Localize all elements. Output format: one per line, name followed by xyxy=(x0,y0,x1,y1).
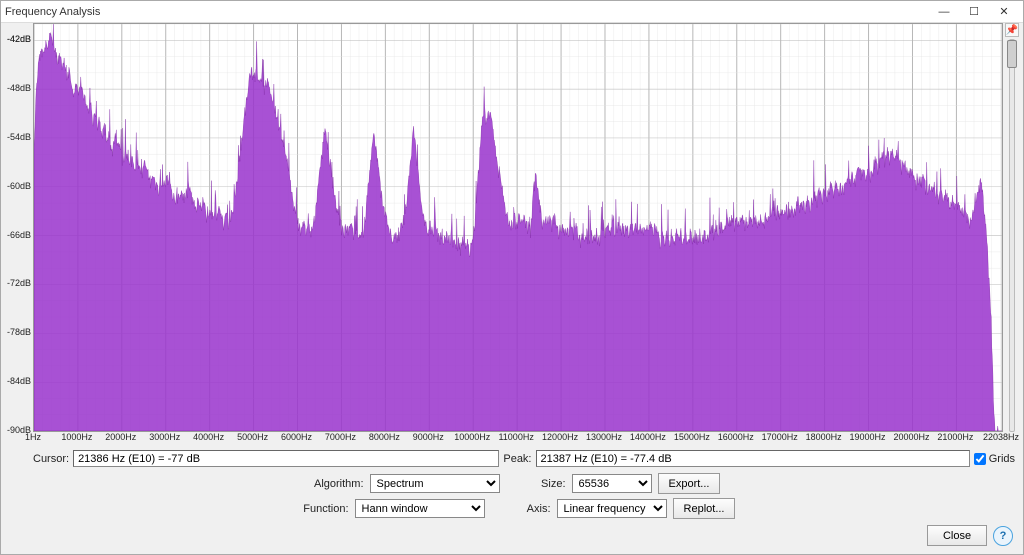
x-tick-label: 9000Hz xyxy=(413,432,444,442)
axis-label: Axis: xyxy=(491,503,551,515)
x-tick-label: 15000Hz xyxy=(674,432,710,442)
x-tick-label: 10000Hz xyxy=(454,432,490,442)
titlebar[interactable]: Frequency Analysis ― ☐ ✕ xyxy=(1,1,1023,23)
close-icon[interactable]: ✕ xyxy=(989,2,1019,22)
x-tick-label: 20000Hz xyxy=(893,432,929,442)
plot-row: -42dB-42dB-48dB-54dB-60dB-66dB-72dB-78dB… xyxy=(5,23,1019,432)
x-tick-label: 3000Hz xyxy=(149,432,180,442)
zoom-slider-thumb[interactable] xyxy=(1007,40,1017,68)
x-tick-label: 12000Hz xyxy=(542,432,578,442)
y-tick-label: -84dB xyxy=(7,376,31,386)
grids-checkbox-wrap[interactable]: Grids xyxy=(974,453,1015,465)
x-tick-label: 21000Hz xyxy=(937,432,973,442)
x-tick-label: 1000Hz xyxy=(61,432,92,442)
cursor-label: Cursor: xyxy=(33,453,69,465)
help-icon[interactable]: ? xyxy=(993,526,1013,546)
x-tick-label: 2000Hz xyxy=(105,432,136,442)
peak-readout: 21387 Hz (E10) = -77.4 dB xyxy=(536,450,970,467)
x-tick-label: 5000Hz xyxy=(237,432,268,442)
x-tick-label: 8000Hz xyxy=(369,432,400,442)
axis-select[interactable]: Linear frequency xyxy=(557,499,667,518)
maximize-icon[interactable]: ☐ xyxy=(959,2,989,22)
y-tick-label: -66dB xyxy=(7,230,31,240)
pin-icon[interactable]: 📌 xyxy=(1005,23,1019,37)
x-tick-label: 16000Hz xyxy=(718,432,754,442)
peak-label: Peak: xyxy=(503,453,531,465)
close-button[interactable]: Close xyxy=(927,525,987,546)
x-tick-label: 1Hz xyxy=(25,432,41,442)
grids-label: Grids xyxy=(989,453,1015,465)
x-tick-label: 17000Hz xyxy=(762,432,798,442)
x-tick-label: 6000Hz xyxy=(281,432,312,442)
dialog-buttons: Close ? xyxy=(5,519,1019,550)
y-axis: -42dB-42dB-48dB-54dB-60dB-66dB-72dB-78dB… xyxy=(5,23,33,432)
zoom-slider[interactable] xyxy=(1009,39,1015,432)
size-label: Size: xyxy=(506,478,566,490)
minimize-icon[interactable]: ― xyxy=(929,2,959,22)
y-tick-label: -42dB xyxy=(7,34,31,44)
algorithm-select[interactable]: Spectrum xyxy=(370,474,500,493)
x-tick-label: 11000Hz xyxy=(498,432,533,442)
y-tick-label: -72dB xyxy=(7,278,31,288)
readout-row: Cursor: 21386 Hz (E10) = -77 dB Peak: 21… xyxy=(33,450,1019,467)
frequency-analysis-window: Frequency Analysis ― ☐ ✕ -42dB-42dB-48dB… xyxy=(0,0,1024,555)
spectrum-plot[interactable] xyxy=(33,23,1003,432)
zoom-slider-column: 📌 xyxy=(1005,23,1019,432)
x-tick-label: 22038Hz xyxy=(983,432,1019,442)
controls-panel: Algorithm: Spectrum Size: 65536 Export..… xyxy=(5,473,1019,519)
y-tick-label: -48dB xyxy=(7,83,31,93)
algorithm-label: Algorithm: xyxy=(304,478,364,490)
x-tick-label: 4000Hz xyxy=(193,432,224,442)
x-tick-label: 19000Hz xyxy=(850,432,886,442)
x-axis: 1Hz1000Hz2000Hz3000Hz4000Hz5000Hz6000Hz7… xyxy=(33,432,1005,446)
function-select[interactable]: Hann window xyxy=(355,499,485,518)
function-label: Function: xyxy=(289,503,349,515)
y-tick-label: -54dB xyxy=(7,132,31,142)
y-tick-label: -78dB xyxy=(7,327,31,337)
window-title: Frequency Analysis xyxy=(5,6,929,18)
x-tick-label: 18000Hz xyxy=(806,432,842,442)
replot-button[interactable]: Replot... xyxy=(673,498,736,519)
export-button[interactable]: Export... xyxy=(658,473,721,494)
size-select[interactable]: 65536 xyxy=(572,474,652,493)
cursor-readout: 21386 Hz (E10) = -77 dB xyxy=(73,450,499,467)
x-tick-label: 14000Hz xyxy=(630,432,666,442)
content-area: -42dB-42dB-48dB-54dB-60dB-66dB-72dB-78dB… xyxy=(1,23,1023,554)
x-tick-label: 13000Hz xyxy=(586,432,622,442)
grids-checkbox[interactable] xyxy=(974,453,986,465)
x-tick-label: 7000Hz xyxy=(325,432,356,442)
y-tick-label: -60dB xyxy=(7,181,31,191)
